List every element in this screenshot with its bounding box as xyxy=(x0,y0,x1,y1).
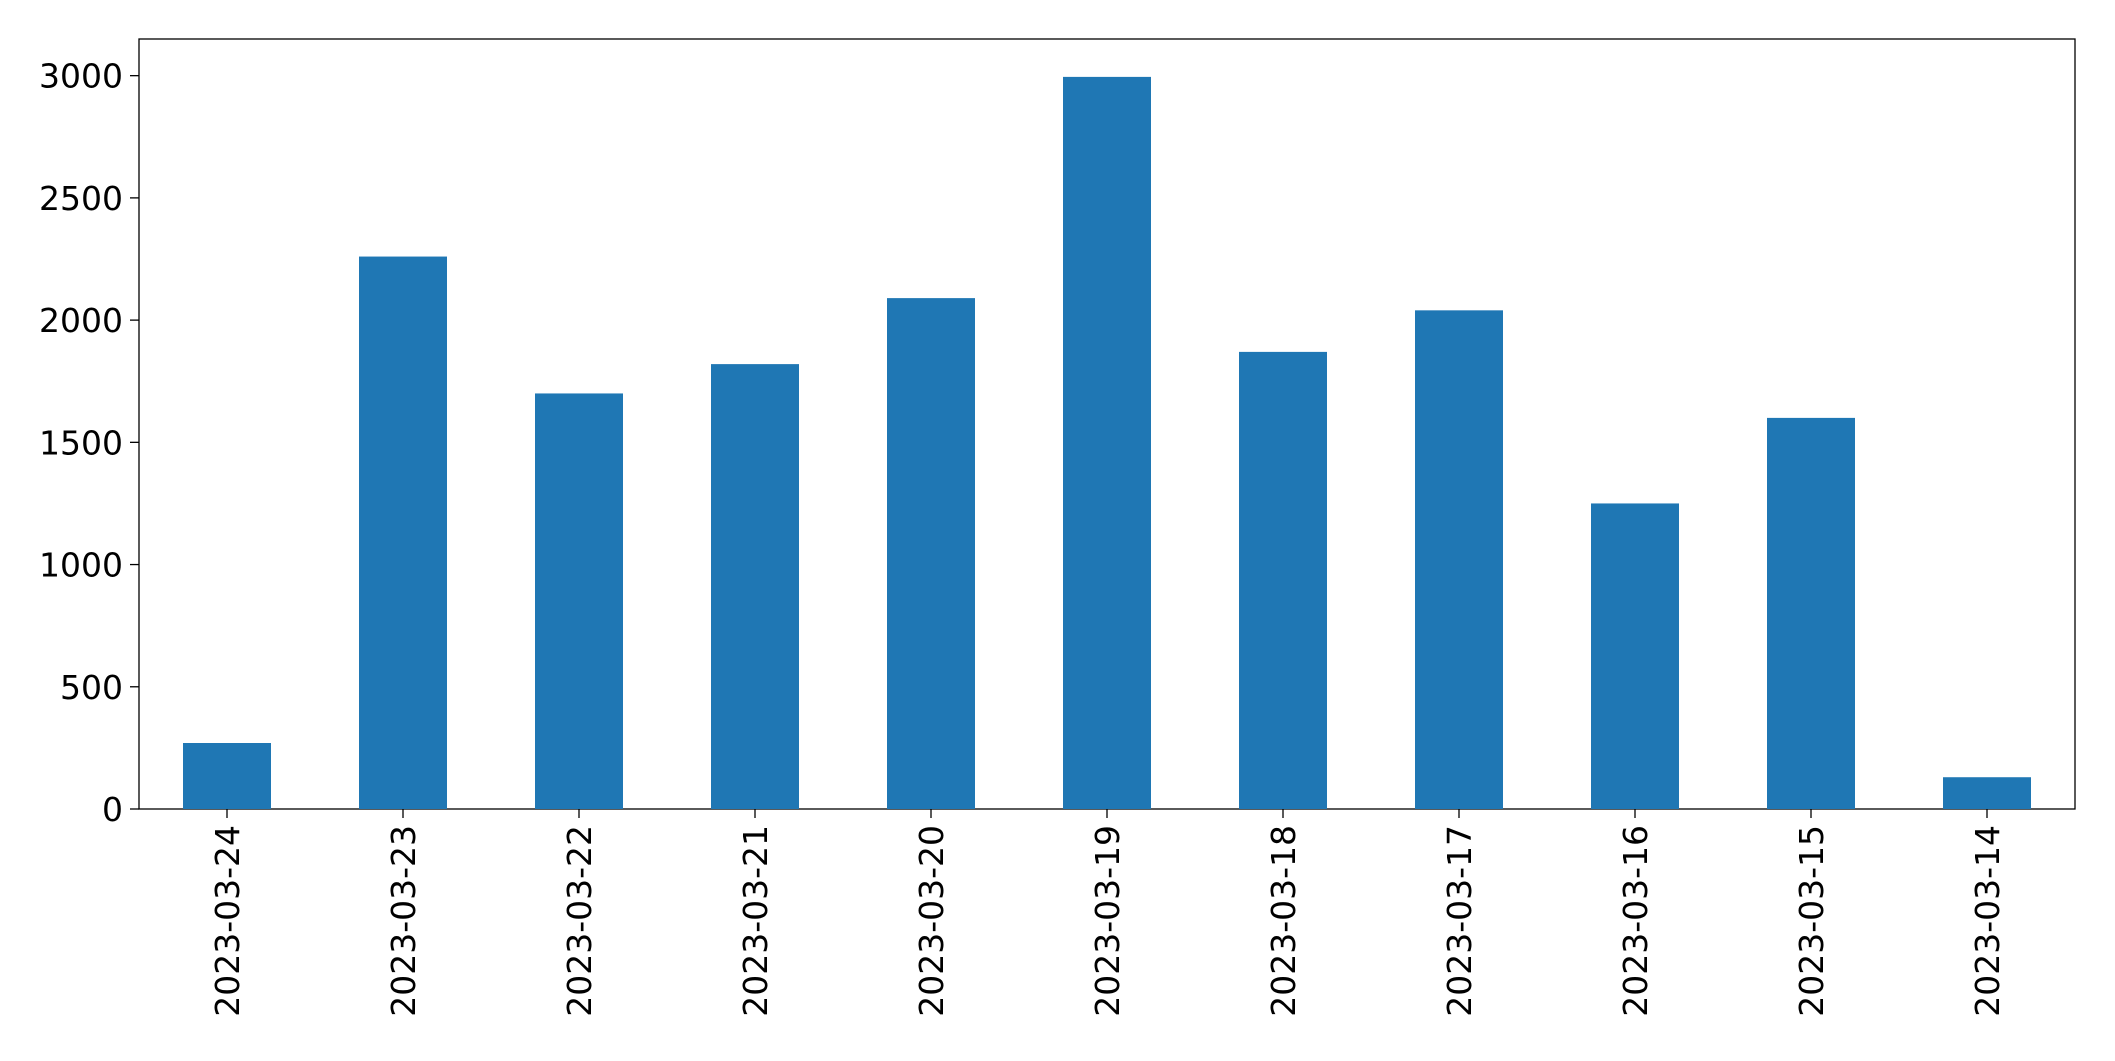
x-tick-label: 2023-03-21 xyxy=(736,825,775,1017)
bar xyxy=(1415,310,1503,809)
bar xyxy=(1943,777,2031,809)
x-tick-label: 2023-03-16 xyxy=(1616,825,1655,1017)
y-tick-label: 2000 xyxy=(39,301,123,340)
bar xyxy=(359,256,447,809)
y-tick-label: 1500 xyxy=(39,423,123,462)
bar xyxy=(535,393,623,809)
bar xyxy=(1063,76,1151,809)
x-tick-label: 2023-03-17 xyxy=(1440,825,1479,1017)
x-tick-label: 2023-03-19 xyxy=(1088,825,1127,1017)
y-tick-label: 3000 xyxy=(39,57,123,96)
x-tick-label: 2023-03-14 xyxy=(1968,825,2007,1017)
x-tick-label: 2023-03-22 xyxy=(560,825,599,1017)
bar xyxy=(1239,351,1327,809)
x-tick-label: 2023-03-18 xyxy=(1264,825,1303,1017)
x-tick-label: 2023-03-23 xyxy=(384,825,423,1017)
y-tick-label: 0 xyxy=(102,790,123,829)
y-tick-label: 500 xyxy=(60,668,123,707)
x-tick-label: 2023-03-20 xyxy=(912,825,951,1017)
bar xyxy=(887,298,975,809)
bar xyxy=(183,743,271,809)
bar xyxy=(711,364,799,809)
y-tick-label: 1000 xyxy=(39,546,123,585)
x-tick-label: 2023-03-15 xyxy=(1792,825,1831,1017)
bar xyxy=(1591,503,1679,809)
y-tick-label: 2500 xyxy=(39,179,123,218)
bar xyxy=(1767,417,1855,809)
x-tick-label: 2023-03-24 xyxy=(208,825,247,1017)
